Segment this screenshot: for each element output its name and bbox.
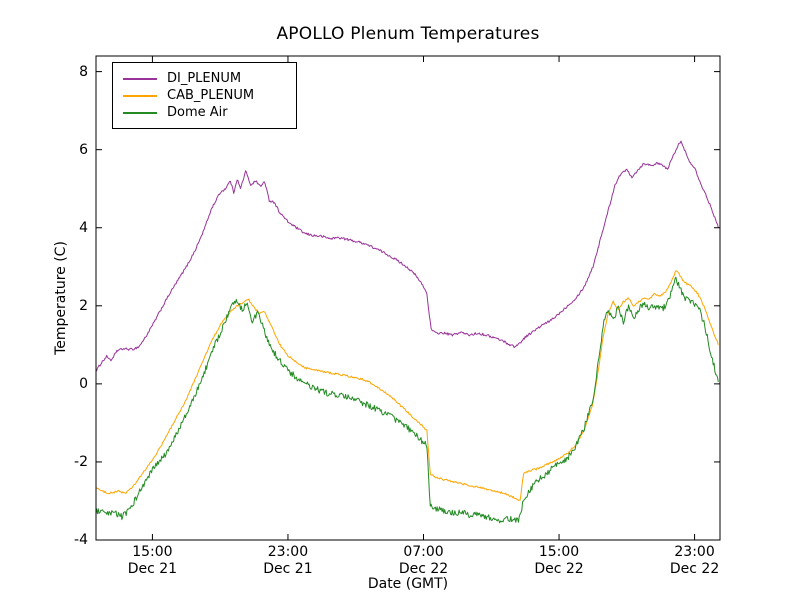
legend-label-dome-air: Dome Air [167,105,228,120]
x-tick-date-label: Dec 21 [127,561,178,577]
y-tick-label: 4 [79,219,88,236]
legend: DI_PLENUM CAB_PLENUM Dome Air [112,62,298,129]
x-tick-date-label: Dec 22 [669,561,720,577]
y-tick-label: 8 [79,63,88,80]
x-tick-time-label: 23:00 [674,544,715,560]
x-tick-time-label: 15:00 [538,544,580,560]
chart-title: APOLLO Plenum Temperatures [276,24,540,44]
series-line-di-plenum [96,140,719,372]
y-tick-label: -4 [74,532,88,548]
x-tick-time-label: 15:00 [132,544,173,560]
y-tick-label: 2 [79,297,88,314]
x-tick-date-label: Dec 22 [534,561,584,577]
plot-border [95,55,721,541]
series-line-cab-plenum [96,270,719,501]
legend-item-dome-air: Dome Air [123,104,254,121]
y-tick-label: 0 [79,375,88,392]
x-tick-date-label: Dec 22 [398,561,449,577]
y-tick-label: 6 [79,141,88,158]
y-tick-label: -2 [74,453,88,470]
legend-line-sample-dome-air [123,111,157,114]
legend-label-cab-plenum: CAB_PLENUM [167,88,255,103]
legend-line-sample-cab-plenum [123,94,157,97]
series-line-dome-air [96,276,719,524]
legend-item-cab-plenum: CAB_PLENUM [123,87,254,104]
legend-line-sample-di-plenum [123,77,157,80]
legend-item-di-plenum: DI_PLENUM [123,70,254,87]
x-axis-label: Date (GMT) [367,576,449,592]
legend-label-di-plenum: DI_PLENUM [167,71,242,86]
x-tick-date-label: Dec 21 [263,561,313,577]
x-tick-time-label: 23:00 [267,544,309,560]
x-tick-time-label: 07:00 [403,544,444,560]
